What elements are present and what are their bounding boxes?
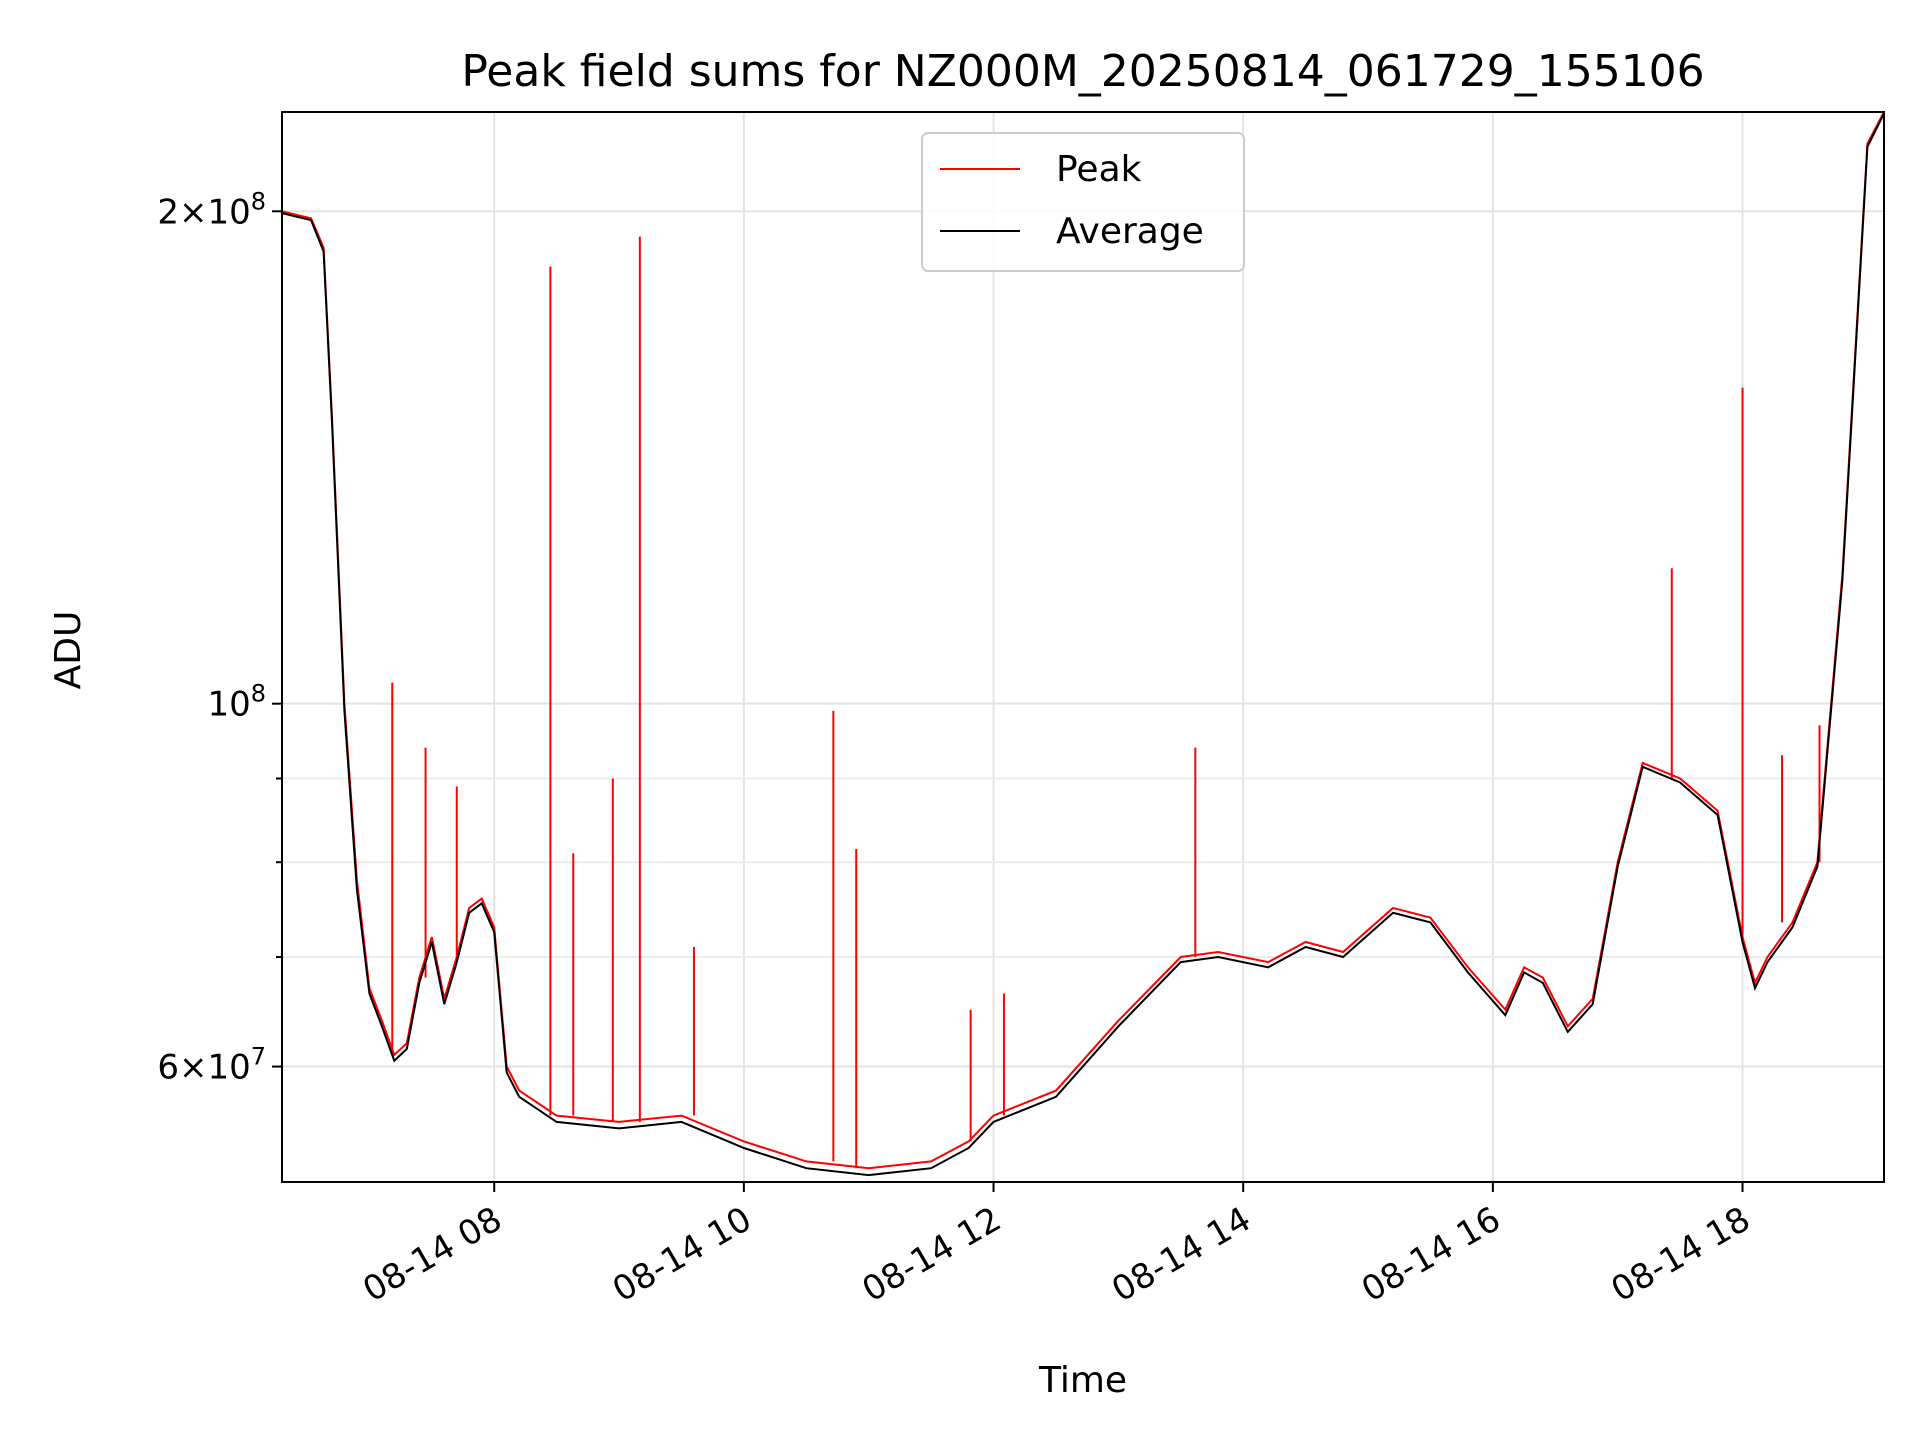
x-tick-label: 08-14 08 bbox=[356, 1199, 508, 1310]
x-tick-label: 08-14 18 bbox=[1605, 1199, 1757, 1310]
x-tick-label: 08-14 12 bbox=[856, 1199, 1008, 1310]
x-tick-label: 08-14 16 bbox=[1355, 1199, 1507, 1310]
x-tick-label: 08-14 14 bbox=[1105, 1199, 1257, 1310]
grid bbox=[282, 112, 1884, 1182]
chart-title: Peak field sums for NZ000M_20250814_0617… bbox=[461, 46, 1704, 97]
series-line-peak bbox=[281, 111, 1885, 1170]
legend-box bbox=[921, 132, 1245, 272]
y-tick-label: 2×108 bbox=[157, 187, 266, 232]
plot-frame bbox=[281, 111, 1885, 1183]
y-ticks: 6×107 108 2×108 bbox=[157, 187, 282, 1088]
series-average bbox=[281, 113, 1885, 1177]
legend-label-average: Average bbox=[1056, 211, 1204, 252]
x-tick-label: 08-14 10 bbox=[606, 1199, 758, 1310]
legend-label-peak: Peak bbox=[1056, 149, 1142, 190]
series-line-average bbox=[281, 113, 1885, 1177]
x-axis-label: Time bbox=[1038, 1360, 1127, 1401]
legend: Peak Average bbox=[921, 132, 1245, 272]
x-ticks: 08-14 08 08-14 10 08-14 12 08-14 14 08-14 16… bbox=[356, 1182, 1757, 1310]
y-tick-label: 6×107 bbox=[157, 1043, 266, 1088]
series-peak bbox=[281, 111, 1885, 1170]
y-tick-label: 108 bbox=[207, 680, 266, 725]
y-axis-label: ADU bbox=[48, 611, 89, 690]
